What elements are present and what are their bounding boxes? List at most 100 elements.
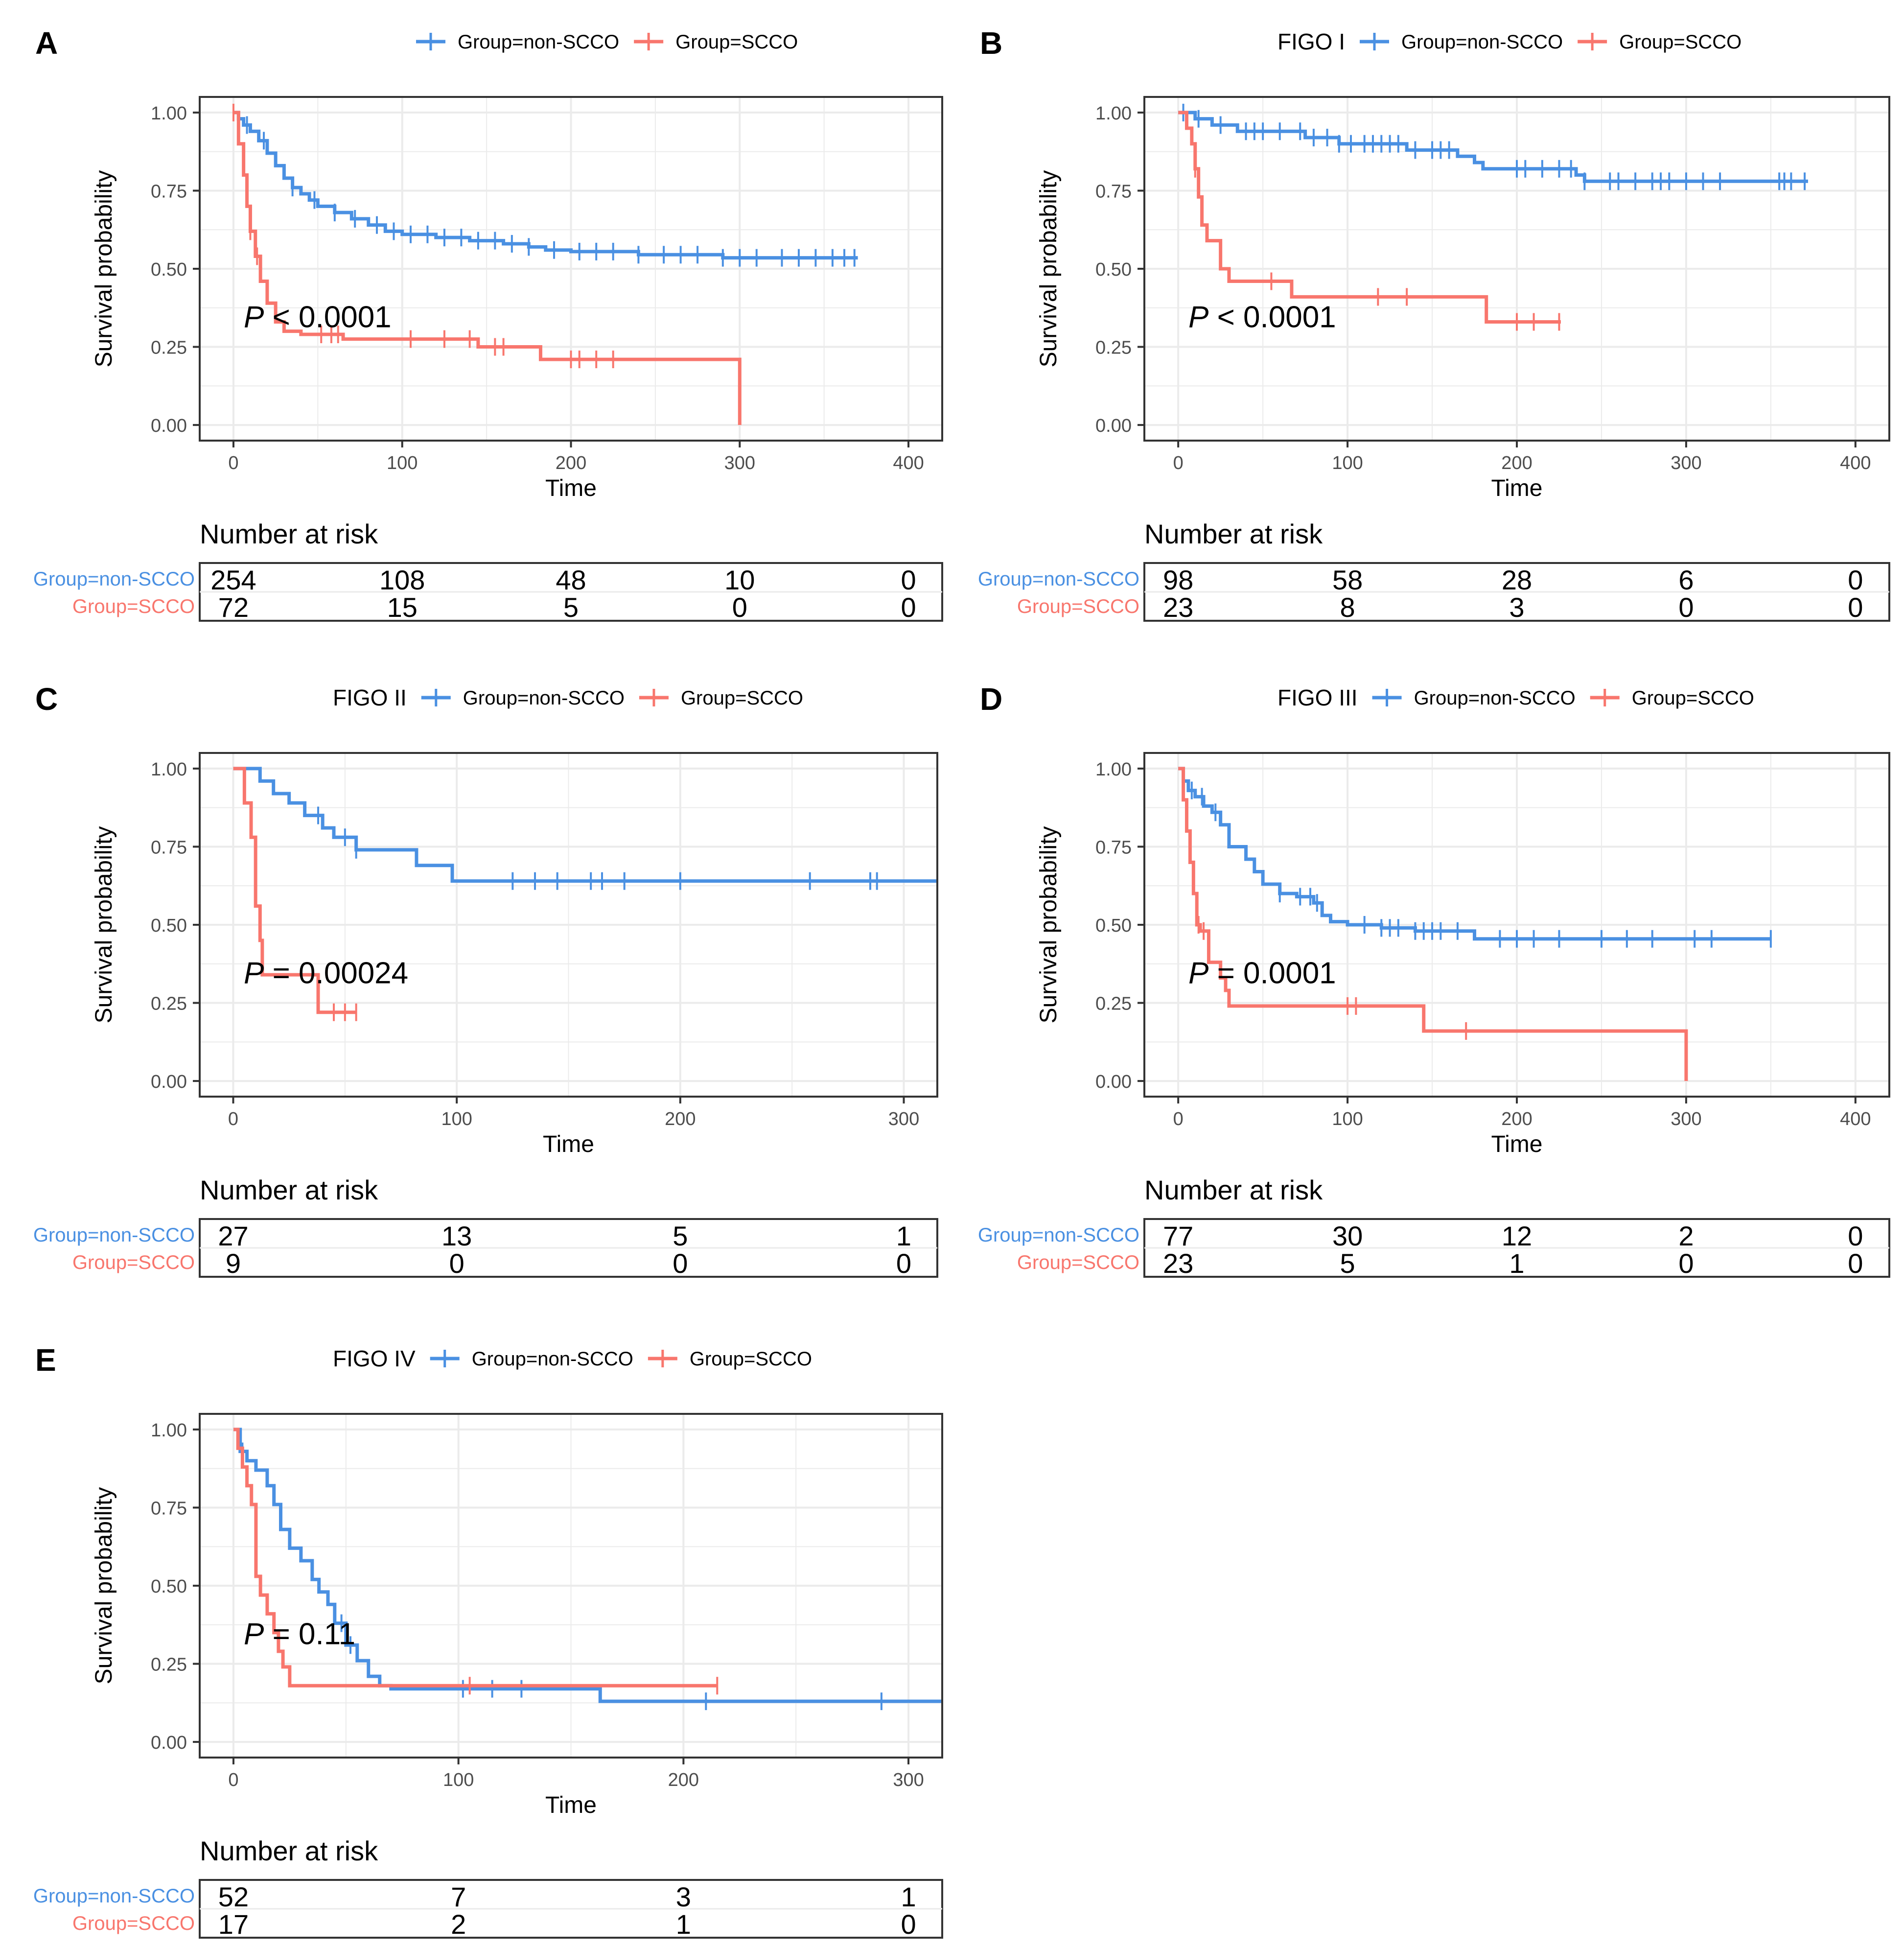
risk-count: 0 (1848, 564, 1863, 595)
y-tick-label: 0.25 (151, 338, 187, 358)
panel-letter: D (980, 681, 1002, 717)
legend-title: FIGO II (333, 685, 407, 710)
y-tick-label: 0.50 (1095, 915, 1132, 936)
grid (1144, 753, 1889, 1097)
panel-letter: B (980, 25, 1002, 61)
risk-title: Number at risk (200, 1174, 378, 1205)
panel-d: D FIGO III Group=non-SCCO Group=SCCO 0.00 0.2… (978, 681, 1890, 1279)
x-tick-label: 300 (893, 1770, 924, 1790)
y-tick-label: 0.50 (151, 259, 187, 280)
risk-count: 72 (218, 592, 249, 623)
risk-count: 5 (1340, 1248, 1355, 1279)
grid (200, 753, 937, 1097)
risk-row-label: Group=non-SCCO (33, 1224, 195, 1246)
x-tick-label: 400 (1840, 453, 1871, 473)
risk-row-label: Group=non-SCCO (33, 568, 195, 590)
risk-count: 23 (1163, 1248, 1193, 1279)
x-tick-label: 0 (1173, 453, 1184, 473)
legend-title: FIGO III (1277, 685, 1358, 710)
y-axis-title: Survival probability (1036, 826, 1062, 1024)
x-tick-label: 0 (228, 453, 238, 473)
risk-count: 1 (896, 1220, 911, 1251)
y-tick-label: 0.75 (151, 1498, 187, 1519)
risk-row-label: Group=SCCO (72, 596, 195, 617)
risk-count: 0 (896, 1248, 911, 1279)
y-axis-title: Survival probability (91, 826, 117, 1024)
risk-count: 52 (218, 1881, 249, 1912)
p-value-text: = 0.00024 (264, 957, 408, 990)
x-axis-title: Time (545, 475, 597, 501)
legend: FIGO I Group=non-SCCO Group=SCCO (1277, 29, 1741, 54)
panel-letter: E (35, 1342, 56, 1378)
y-tick-label: 0.00 (151, 416, 187, 436)
x-tick-label: 300 (1671, 453, 1701, 473)
legend-title: FIGO IV (333, 1346, 416, 1371)
risk-count: 254 (210, 564, 256, 595)
legend-label: Group=SCCO (1632, 687, 1754, 709)
risk-count: 17 (218, 1909, 249, 1940)
x-tick-label: 200 (1501, 453, 1532, 473)
y-tick-label: 0.50 (1095, 259, 1132, 280)
risk-count: 0 (901, 564, 916, 595)
risk-title: Number at risk (1144, 1174, 1323, 1205)
legend-label: Group=SCCO (690, 1348, 812, 1370)
x-tick-label: 200 (665, 1109, 696, 1129)
grid (1144, 97, 1889, 441)
y-tick-label: 0.00 (151, 1072, 187, 1092)
x-tick-label: 300 (724, 453, 755, 473)
p-value-letter: P (244, 957, 264, 990)
legend-title: FIGO I (1277, 29, 1345, 54)
risk-count: 0 (1848, 592, 1863, 623)
km-curve-scco (1178, 111, 1561, 324)
x-axis-title: Time (543, 1131, 594, 1157)
risk-row-label: Group=SCCO (1017, 596, 1139, 617)
series-group (233, 767, 937, 1021)
y-tick-label: 0.25 (1095, 994, 1132, 1014)
km-curve-non-scco (233, 111, 858, 260)
p-value-letter: P (1188, 301, 1208, 334)
x-tick-label: 0 (228, 1770, 238, 1790)
x-tick-label: 200 (556, 453, 586, 473)
risk-count: 0 (732, 592, 747, 623)
risk-count: 0 (1678, 1248, 1694, 1279)
x-tick-label: 100 (443, 1770, 474, 1790)
x-tick-label: 0 (1173, 1109, 1184, 1129)
risk-count: 0 (449, 1248, 464, 1279)
risk-row-label: Group=non-SCCO (978, 1224, 1139, 1246)
risk-count: 27 (218, 1220, 248, 1251)
x-axis-title: Time (1491, 1131, 1543, 1157)
p-value-text: < 0.0001 (264, 301, 391, 334)
risk-count: 10 (724, 564, 755, 595)
km-curve-non-scco (233, 767, 937, 883)
y-tick-label: 0.75 (151, 837, 187, 858)
risk-count: 1 (1509, 1248, 1524, 1279)
risk-count: 3 (676, 1881, 691, 1912)
y-tick-label: 1.00 (151, 759, 187, 780)
p-value: P = 0.11 (244, 1618, 355, 1651)
risk-count: 1 (901, 1881, 916, 1912)
p-value-text: < 0.0001 (1208, 301, 1336, 334)
y-tick-label: 0.50 (151, 1576, 187, 1597)
legend-label: Group=non-SCCO (1401, 31, 1563, 53)
y-tick-label: 0.00 (151, 1733, 187, 1753)
y-tick-label: 1.00 (151, 1420, 187, 1441)
panel-letter: A (35, 25, 58, 61)
series-group (1178, 103, 1808, 331)
x-tick-label: 100 (1332, 453, 1363, 473)
risk-count: 48 (556, 564, 586, 595)
series-group (233, 1428, 942, 1711)
y-tick-label: 0.50 (151, 915, 187, 936)
x-tick-label: 200 (1501, 1109, 1532, 1129)
x-tick-label: 400 (893, 453, 924, 473)
y-tick-label: 0.75 (151, 181, 187, 202)
risk-count: 98 (1163, 564, 1193, 595)
legend-label: Group=non-SCCO (472, 1348, 633, 1370)
km-curve-non-scco (1178, 767, 1771, 941)
y-tick-label: 0.00 (1095, 1072, 1132, 1092)
y-tick-label: 0.25 (151, 994, 187, 1014)
p-value: P < 0.0001 (244, 301, 392, 334)
legend: Group=non-SCCO Group=SCCO (416, 31, 798, 53)
risk-count: 12 (1502, 1220, 1532, 1251)
